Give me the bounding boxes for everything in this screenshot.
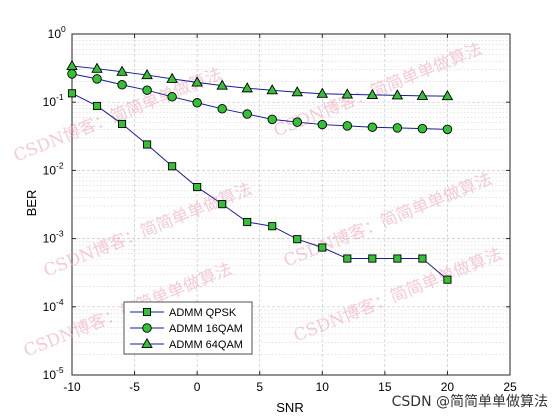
series-line — [71, 65, 448, 97]
x-tick-label: 0 — [194, 380, 201, 394]
data-point — [292, 117, 303, 127]
x-tick-label: 15 — [378, 380, 392, 394]
data-point — [167, 92, 177, 102]
y-tick-label-exponent: -4 — [56, 297, 64, 307]
data-point — [116, 65, 128, 76]
data-point — [341, 88, 354, 99]
data-point — [117, 80, 127, 90]
y-tick-label: 10 -2 — [43, 160, 64, 177]
data-point — [166, 72, 178, 83]
data-point — [417, 123, 428, 134]
x-tick-label: -5 — [129, 380, 140, 394]
legend-marker — [142, 307, 152, 317]
data-point — [291, 86, 304, 97]
data-point — [392, 123, 403, 133]
data-point — [416, 89, 429, 100]
y-tick-label: 10 0 — [48, 24, 66, 41]
legend-entry: ADMM 64QAM — [130, 337, 243, 351]
legend-marker — [141, 337, 153, 349]
data-point — [218, 200, 227, 209]
y-tick-label-exponent: -3 — [56, 229, 64, 239]
data-point — [393, 254, 402, 263]
legend-entry: ADMM QPSK — [130, 307, 237, 319]
data-point — [267, 114, 277, 125]
data-point — [293, 235, 302, 244]
data-point — [266, 84, 279, 95]
series-square — [67, 89, 452, 284]
data-point — [92, 101, 102, 111]
x-tick-label: 25 — [503, 380, 517, 394]
legend-label: ADMM 64QAM — [169, 339, 243, 351]
y-tick-label-base: 10 — [43, 368, 57, 382]
y-tick-label-exponent: 0 — [61, 24, 66, 34]
x-axis-label: SNR — [276, 400, 303, 415]
data-point — [318, 243, 327, 252]
legend-label: ADMM QPSK — [169, 307, 237, 319]
y-tick-label: 10 -3 — [43, 229, 64, 246]
y-axis-label: BER — [24, 190, 39, 217]
data-point — [168, 162, 177, 171]
data-point — [217, 104, 227, 114]
data-point — [368, 254, 377, 263]
data-point — [142, 85, 152, 95]
data-point — [316, 87, 329, 98]
data-point — [418, 254, 427, 263]
data-point — [442, 124, 453, 135]
y-tick-label-base: 10 — [43, 163, 57, 177]
data-point — [192, 98, 202, 108]
series-circle — [67, 69, 453, 135]
data-point — [67, 89, 77, 98]
y-tick-label-base: 10 — [48, 27, 62, 41]
data-point — [391, 89, 404, 100]
data-point — [141, 68, 153, 80]
y-tick-label: 10 -1 — [43, 92, 64, 109]
series-line — [71, 92, 448, 281]
series-line — [71, 73, 448, 130]
plot-frame — [71, 33, 511, 376]
series-group — [66, 59, 454, 284]
data-point — [143, 140, 152, 149]
y-tick-label: 10 -4 — [43, 297, 64, 314]
y-tick-label-base: 10 — [43, 95, 57, 109]
data-point — [268, 222, 277, 231]
series-triangle — [66, 59, 454, 101]
y-tick-label-exponent: -2 — [56, 160, 64, 170]
y-tick-label-base: 10 — [43, 300, 57, 314]
x-tick-label: 20 — [441, 380, 455, 394]
data-point — [216, 79, 228, 90]
data-point — [342, 121, 353, 131]
data-point — [193, 182, 202, 192]
y-tick-label-base: 10 — [43, 232, 57, 246]
data-point — [242, 109, 252, 119]
y-tick-label: 10 -5 — [43, 365, 64, 382]
y-tick-label-exponent: -1 — [56, 92, 64, 102]
data-point — [366, 88, 379, 99]
legend-label: ADMM 16QAM — [169, 323, 243, 335]
legend-marker — [142, 323, 152, 333]
x-tick-label: 10 — [316, 380, 330, 394]
legend-entry: ADMM 16QAM — [130, 323, 243, 335]
csdn-credit: CSDN @简简单单做算法 — [392, 393, 548, 410]
data-point — [317, 119, 328, 130]
data-point — [243, 217, 252, 227]
data-point — [92, 74, 102, 84]
y-tick-label-exponent: -5 — [56, 365, 64, 375]
x-tick-label: -10 — [63, 380, 81, 394]
data-point — [191, 76, 203, 87]
data-point — [241, 82, 253, 93]
x-tick-label: 5 — [256, 380, 263, 394]
legend: ADMM QPSK ADMM 16QAM ADMM 64QAM — [123, 301, 253, 355]
data-point — [443, 275, 452, 284]
data-point — [367, 122, 378, 132]
data-point — [67, 69, 77, 79]
data-point — [343, 254, 352, 263]
data-point — [66, 59, 78, 71]
data-point — [441, 89, 454, 101]
data-point — [118, 119, 127, 128]
data-point — [91, 62, 103, 73]
